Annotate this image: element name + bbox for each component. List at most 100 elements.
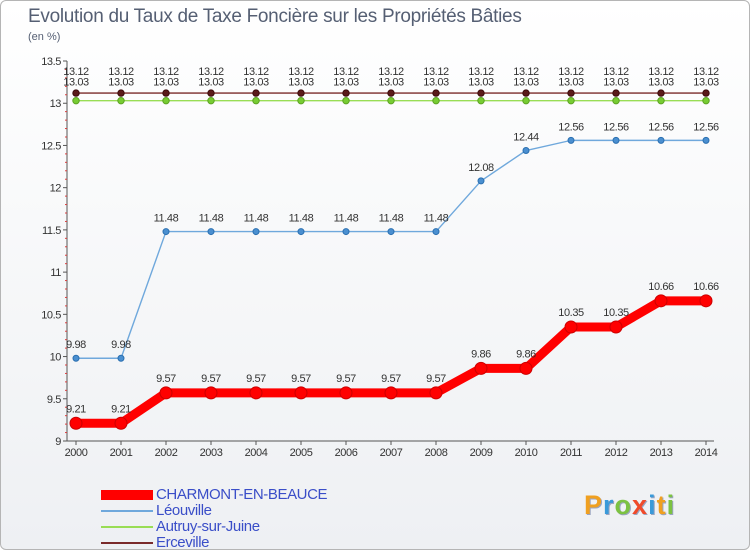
data-label: 9.57 xyxy=(156,373,176,385)
data-point xyxy=(252,96,260,105)
y-tick-label: 13 xyxy=(50,98,62,110)
data-label: 13.03 xyxy=(378,77,404,89)
data-label: 12.08 xyxy=(468,162,494,174)
data-point xyxy=(657,96,665,105)
data-label: 10.35 xyxy=(603,307,629,319)
data-label: 13.12 xyxy=(513,66,539,78)
data-point xyxy=(477,177,485,185)
data-label: 10.35 xyxy=(558,307,584,319)
data-point xyxy=(384,386,398,400)
data-point xyxy=(702,89,710,97)
data-label: 13.03 xyxy=(198,77,224,89)
logo-letter: t xyxy=(656,490,667,520)
data-label: 13.12 xyxy=(153,66,179,78)
legend-swatch xyxy=(101,526,153,528)
data-label: 9.98 xyxy=(66,339,86,351)
data-point xyxy=(117,96,125,105)
x-tick-label: 2008 xyxy=(425,447,448,459)
x-tick-label: 2013 xyxy=(650,447,673,459)
data-label: 13.12 xyxy=(333,66,359,78)
data-point xyxy=(612,136,620,144)
y-tick-label: 12 xyxy=(50,183,62,195)
legend-label: Erceville xyxy=(156,534,210,550)
data-point xyxy=(519,361,533,375)
data-label: 9.86 xyxy=(516,348,536,360)
data-label: 13.03 xyxy=(153,77,179,89)
data-point xyxy=(339,386,353,400)
y-tick-label: 10.5 xyxy=(41,309,61,321)
data-label: 11.48 xyxy=(199,213,224,225)
x-tick-label: 2011 xyxy=(560,447,582,459)
data-label: 11.48 xyxy=(154,213,179,225)
x-tick-label: 2007 xyxy=(380,447,403,459)
legend-label: CHARMONT-EN-BEAUCE xyxy=(156,486,328,503)
data-point xyxy=(342,96,350,105)
data-point xyxy=(114,416,128,430)
data-point xyxy=(429,386,443,400)
data-label: 9.21 xyxy=(66,403,86,415)
y-tick-label: 11.5 xyxy=(42,225,61,237)
data-label: 13.03 xyxy=(468,77,494,89)
data-label: 13.03 xyxy=(423,77,449,89)
data-point xyxy=(207,228,215,236)
data-label: 13.12 xyxy=(558,66,584,78)
y-tick-label: 9 xyxy=(55,436,61,448)
data-label: 10.66 xyxy=(693,281,719,293)
x-tick-label: 2012 xyxy=(605,447,628,459)
data-point xyxy=(654,294,668,308)
data-label: 13.03 xyxy=(513,77,539,89)
data-point xyxy=(387,96,395,105)
x-tick-label: 2009 xyxy=(470,447,493,459)
legend-label: Autruy-sur-Juine xyxy=(156,518,260,535)
data-point xyxy=(522,96,530,105)
x-tick-label: 2004 xyxy=(245,447,268,459)
data-label: 10.66 xyxy=(648,281,674,293)
chart-title: Evolution du Taux de Taxe Foncière sur l… xyxy=(28,6,522,27)
y-tick-label: 13.5 xyxy=(41,56,61,68)
x-tick-label: 2002 xyxy=(155,447,178,459)
data-point xyxy=(612,96,620,105)
data-label: 13.03 xyxy=(693,77,719,89)
data-label: 11.48 xyxy=(379,213,404,225)
data-label: 13.12 xyxy=(468,66,494,78)
logo-letter: P xyxy=(584,490,604,520)
data-point xyxy=(342,228,350,236)
data-point xyxy=(297,96,305,105)
data-point xyxy=(702,96,710,105)
data-label: 11.48 xyxy=(244,213,269,225)
data-point xyxy=(117,354,125,362)
data-label: 9.21 xyxy=(111,403,131,415)
data-point xyxy=(162,96,170,105)
data-label: 13.12 xyxy=(423,66,449,78)
data-label: 13.12 xyxy=(243,66,269,78)
logo-letter: o xyxy=(614,490,633,520)
data-point xyxy=(609,320,623,334)
data-point xyxy=(249,386,263,400)
data-point xyxy=(204,386,218,400)
legend-item: Léouville xyxy=(101,502,401,519)
data-label: 13.03 xyxy=(108,77,134,89)
data-label: 11.48 xyxy=(289,213,314,225)
data-point xyxy=(297,89,305,97)
data-label: 13.03 xyxy=(648,77,674,89)
x-tick-label: 2006 xyxy=(335,447,358,459)
y-tick-label: 9.5 xyxy=(47,394,61,406)
data-point xyxy=(297,228,305,236)
data-label: 13.12 xyxy=(378,66,404,78)
data-point xyxy=(117,89,125,97)
data-point xyxy=(567,96,575,105)
data-label: 13.12 xyxy=(198,66,224,78)
data-point xyxy=(252,89,260,97)
data-label: 12.56 xyxy=(648,121,674,133)
x-tick-label: 2005 xyxy=(290,447,313,459)
data-point xyxy=(159,386,173,400)
logo-letter: r xyxy=(603,490,615,520)
data-label: 9.57 xyxy=(291,373,311,385)
data-label: 9.57 xyxy=(246,373,266,385)
x-tick-label: 2001 xyxy=(110,447,133,459)
series-line xyxy=(71,296,711,428)
logo-letter: i xyxy=(648,490,657,520)
data-label: 11.48 xyxy=(424,213,449,225)
